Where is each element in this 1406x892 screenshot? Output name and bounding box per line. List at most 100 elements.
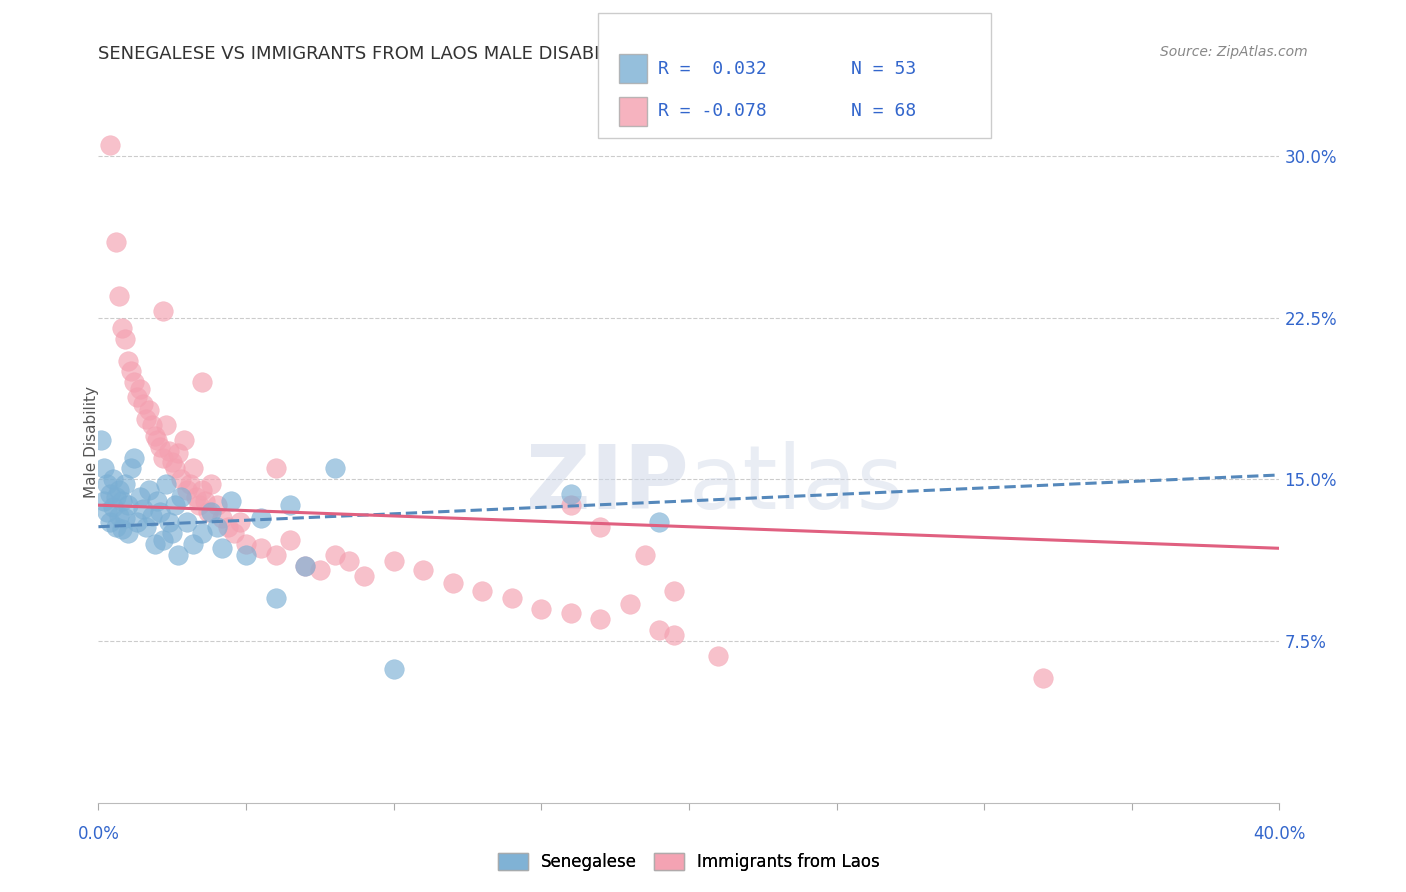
Point: [648, 516, 671, 530]
Point: [264, 461, 287, 475]
Point: [179, 476, 201, 491]
Point: [125, 516, 148, 530]
Point: [560, 487, 582, 501]
Point: [125, 390, 148, 404]
Point: [93, 461, 115, 475]
Point: [135, 520, 157, 534]
Point: [114, 476, 136, 491]
Point: [135, 412, 157, 426]
Point: [162, 455, 183, 469]
Text: SENEGALESE VS IMMIGRANTS FROM LAOS MALE DISABILITY CORRELATION CHART: SENEGALESE VS IMMIGRANTS FROM LAOS MALE …: [98, 45, 838, 62]
Point: [664, 627, 686, 641]
Point: [707, 649, 730, 664]
Y-axis label: Male Disability: Male Disability: [84, 385, 98, 498]
Point: [530, 601, 553, 615]
Point: [560, 498, 582, 512]
Point: [235, 537, 257, 551]
Point: [98, 487, 121, 501]
Point: [98, 516, 121, 530]
Point: [98, 138, 121, 153]
Text: R =  0.032: R = 0.032: [658, 60, 766, 78]
Point: [96, 505, 118, 519]
Text: atlas: atlas: [689, 442, 904, 528]
Point: [146, 493, 169, 508]
Point: [294, 558, 316, 573]
Point: [96, 476, 118, 491]
Point: [560, 606, 582, 620]
Text: 0.0%: 0.0%: [77, 825, 120, 843]
Point: [184, 490, 207, 504]
Point: [648, 624, 671, 638]
Point: [117, 526, 139, 541]
Point: [353, 569, 375, 583]
Point: [194, 493, 217, 508]
Point: [589, 612, 612, 626]
Point: [122, 450, 145, 465]
Text: Source: ZipAtlas.com: Source: ZipAtlas.com: [1160, 45, 1308, 59]
Point: [111, 321, 134, 335]
Text: N = 53: N = 53: [851, 60, 915, 78]
Point: [589, 520, 612, 534]
Point: [152, 304, 174, 318]
Point: [441, 575, 464, 590]
Point: [167, 446, 190, 460]
Point: [108, 289, 131, 303]
Point: [323, 461, 346, 475]
Point: [143, 429, 166, 443]
Point: [132, 397, 155, 411]
Point: [103, 472, 125, 486]
Point: [157, 516, 180, 530]
Point: [382, 662, 405, 676]
Point: [120, 364, 142, 378]
Point: [382, 554, 405, 568]
Point: [132, 502, 155, 516]
Point: [170, 490, 193, 504]
Point: [205, 520, 228, 534]
Legend: Senegalese, Immigrants from Laos: Senegalese, Immigrants from Laos: [491, 846, 887, 878]
Point: [1032, 671, 1054, 685]
Point: [217, 520, 239, 534]
Text: N = 68: N = 68: [851, 103, 915, 120]
Point: [143, 537, 166, 551]
Point: [108, 508, 131, 523]
Point: [155, 476, 177, 491]
Point: [339, 554, 361, 568]
Point: [200, 476, 222, 491]
Point: [294, 558, 316, 573]
Point: [501, 591, 523, 605]
Point: [235, 548, 257, 562]
Point: [309, 563, 332, 577]
Point: [103, 500, 125, 515]
Point: [264, 548, 287, 562]
Point: [181, 537, 204, 551]
Point: [280, 533, 302, 547]
Point: [250, 541, 273, 556]
Point: [120, 461, 142, 475]
Point: [155, 418, 177, 433]
Point: [117, 498, 139, 512]
Point: [200, 505, 222, 519]
Point: [165, 498, 187, 512]
Point: [176, 483, 198, 497]
Point: [111, 522, 134, 536]
Point: [187, 498, 209, 512]
Point: [114, 511, 136, 525]
Point: [323, 548, 346, 562]
Point: [149, 440, 172, 454]
Point: [167, 548, 190, 562]
Point: [191, 483, 214, 497]
Point: [117, 353, 139, 368]
Point: [93, 493, 115, 508]
Point: [221, 493, 243, 508]
Point: [191, 526, 214, 541]
Point: [108, 483, 131, 497]
Point: [165, 461, 187, 475]
Text: 40.0%: 40.0%: [1253, 825, 1306, 843]
Point: [634, 548, 657, 562]
Text: ZIP: ZIP: [526, 442, 689, 528]
Point: [170, 472, 193, 486]
Point: [138, 483, 160, 497]
Point: [264, 591, 287, 605]
Point: [162, 526, 183, 541]
Point: [412, 563, 434, 577]
